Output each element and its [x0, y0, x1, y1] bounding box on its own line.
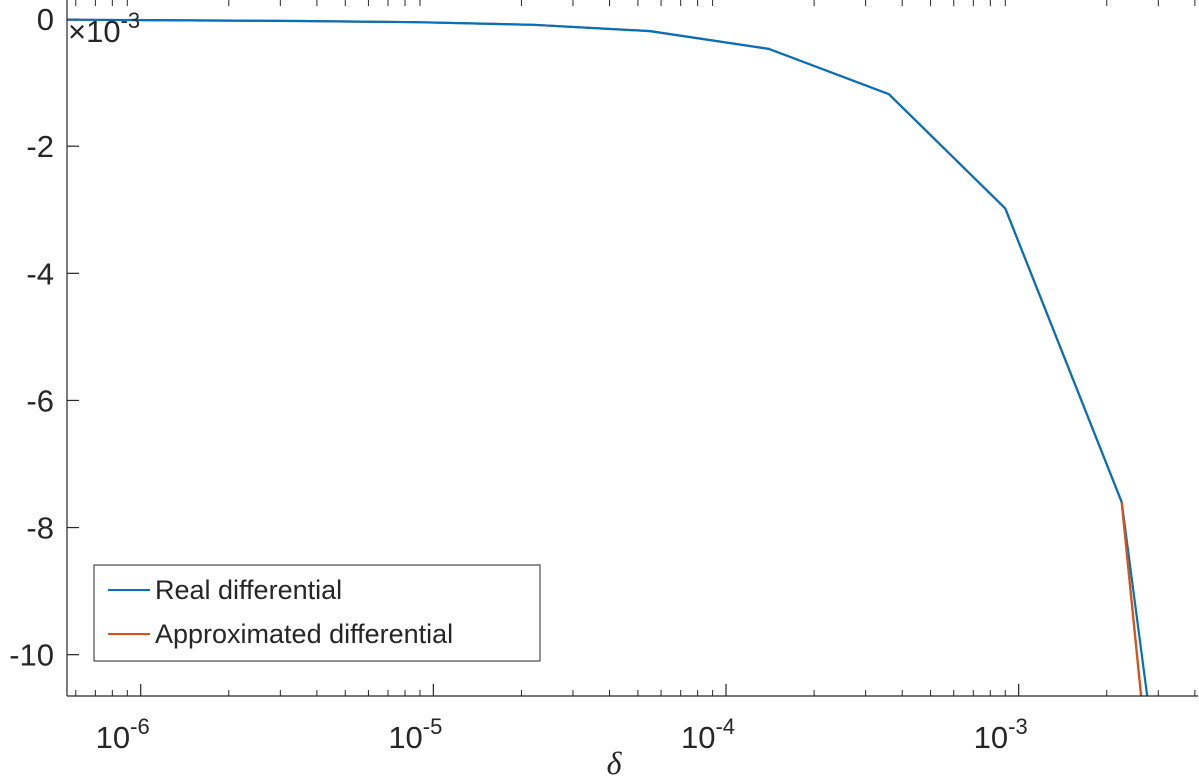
y-tick-label: -10	[9, 638, 54, 673]
y-tick-label: 0	[37, 2, 54, 37]
x-tick-label-exp: -3	[1008, 714, 1028, 739]
y-tick-label: -4	[26, 256, 54, 291]
x-tick-label-exp: -6	[130, 714, 150, 739]
x-major-ticks	[140, 684, 1020, 696]
x-tick-label: 10-4	[681, 714, 735, 755]
x-tick-label-base: 10	[96, 720, 130, 755]
x-tick-label: 10-5	[388, 714, 442, 755]
x-tick-label-base: 10	[388, 720, 422, 755]
x-tick-label: 10-3	[974, 714, 1028, 755]
x-tick-labels: 10-6 10-5 10-4 10-3	[96, 714, 1028, 755]
x-minor-ticks	[75, 0, 1196, 696]
x-axis-label: δ	[607, 745, 623, 779]
legend-label-approx: Approximated differential	[155, 619, 453, 649]
y-exponent-power: -3	[121, 8, 141, 33]
legend-box	[93, 564, 541, 662]
x-tick-label-exp: -5	[423, 714, 443, 739]
y-tick-labels: 0 -2 -4 -6 -8 -10	[9, 2, 54, 673]
y-tick-label: -6	[26, 383, 54, 418]
series-line-real	[67, 18, 1149, 696]
x-tick-label-base: 10	[974, 720, 1008, 755]
legend-label-real: Real differential	[155, 575, 342, 605]
x-tick-label: 10-6	[96, 714, 150, 755]
x-tick-label-base: 10	[681, 720, 715, 755]
y-tick-label: -8	[26, 511, 54, 546]
legend: Real differential Approximated different…	[93, 564, 541, 662]
series-line-approx-tail	[1120, 501, 1143, 696]
y-exponent-label: ×10-3	[68, 8, 140, 49]
x-tick-label-exp: -4	[715, 714, 735, 739]
y-exponent-base: ×10	[68, 14, 121, 49]
y-tick-label: -2	[26, 129, 54, 164]
series-layer	[67, 18, 1149, 696]
